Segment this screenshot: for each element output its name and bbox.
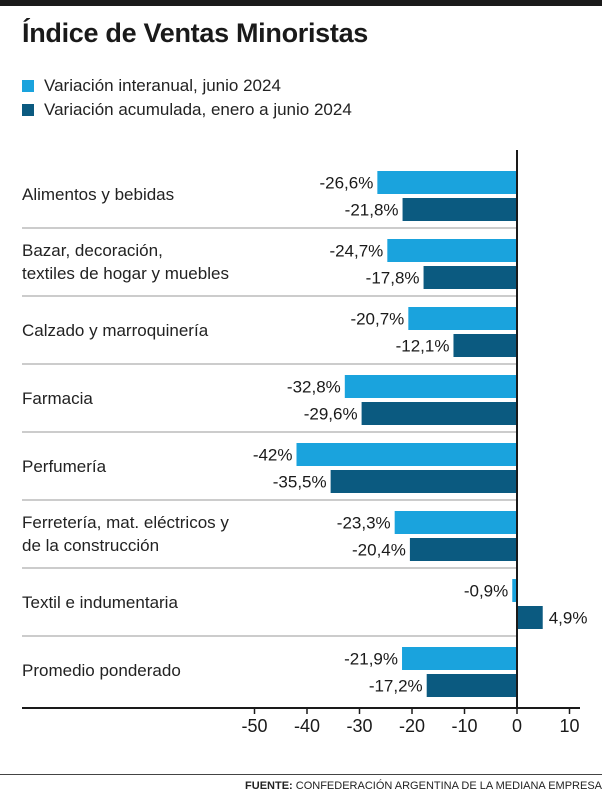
chart-svg: -26,6% -21,8% -24,7% -17,8% -20,7% -12,1% -32,…	[22, 150, 588, 736]
category-label: Perfumería	[22, 455, 282, 478]
legend-item-acumulada: Variación acumulada, enero a junio 2024	[22, 98, 352, 122]
data-label-acumulada: -20,4%	[352, 541, 406, 560]
legend-swatch-acumulada	[22, 104, 34, 116]
category-label: Bazar, decoración, textiles de hogar y mu…	[22, 239, 282, 285]
data-label-acumulada: -17,8%	[366, 269, 420, 288]
x-tick-label: 10	[559, 716, 579, 736]
bar-acumulada	[361, 402, 517, 425]
bar-acumulada	[409, 538, 517, 561]
x-tick-label: -50	[241, 716, 267, 736]
legend-label-acumulada: Variación acumulada, enero a junio 2024	[44, 100, 352, 119]
data-label-interanual: -23,3%	[337, 514, 391, 533]
bar-acumulada	[402, 198, 517, 221]
category-label: Promedio ponderado	[22, 659, 282, 682]
source-prefix: FUENTE:	[245, 780, 293, 792]
legend-item-interanual: Variación interanual, junio 2024	[22, 74, 352, 98]
category-label: Textil e indumentaria	[22, 591, 282, 614]
category-label: Alimentos y bebidas	[22, 183, 282, 206]
legend-swatch-interanual	[22, 80, 34, 92]
data-label-interanual: -21,9%	[344, 650, 398, 669]
category-label-line: Promedio ponderado	[22, 660, 181, 680]
data-label-acumulada: -12,1%	[396, 337, 450, 356]
legend-label-interanual: Variación interanual, junio 2024	[44, 76, 281, 95]
x-tick-label: 0	[512, 716, 522, 736]
bar-interanual	[296, 443, 517, 466]
category-label-line: Calzado y marroquinería	[22, 320, 209, 340]
bar-chart: -26,6% -21,8% -24,7% -17,8% -20,7% -12,1% -32,…	[0, 150, 602, 770]
bar-acumulada	[517, 606, 543, 629]
x-tick-label: -40	[294, 716, 320, 736]
data-label-interanual: -0,9%	[464, 582, 508, 601]
data-label-acumulada: 4,9%	[549, 609, 588, 628]
data-label-interanual: -26,6%	[319, 174, 373, 193]
x-tick-label: -30	[346, 716, 372, 736]
data-label-acumulada: -17,2%	[369, 677, 423, 696]
x-tick-label: -20	[399, 716, 425, 736]
bar-acumulada	[330, 470, 517, 493]
category-label-line: Textil e indumentaria	[22, 592, 178, 612]
bar-interanual	[512, 579, 517, 602]
x-tick-label: -10	[451, 716, 477, 736]
category-label-line: Ferretería, mat. eléctricos y	[22, 513, 229, 532]
data-label-acumulada: -21,8%	[345, 201, 399, 220]
legend: Variación interanual, junio 2024 Variaci…	[22, 74, 352, 122]
data-label-interanual: -32,8%	[287, 378, 341, 397]
category-label-line: Farmacia	[22, 388, 93, 408]
category-label: Farmacia	[22, 387, 282, 410]
bar-interanual	[408, 307, 517, 330]
bar-acumulada	[453, 334, 517, 357]
bar-interanual	[402, 647, 517, 670]
top-rule	[0, 0, 602, 6]
category-label-line: Perfumería	[22, 456, 107, 476]
chart-title: Índice de Ventas Minoristas	[22, 18, 369, 48]
source-note: FUENTE: CONFEDERACIÓN ARGENTINA DE LA ME…	[245, 780, 602, 792]
category-label-line: de la construcción	[22, 536, 160, 555]
bar-interanual	[344, 375, 517, 398]
data-label-interanual: -24,7%	[329, 242, 383, 261]
bar-interanual	[387, 239, 517, 262]
data-label-acumulada: -29,6%	[304, 405, 358, 424]
source-divider	[0, 774, 602, 775]
bar-interanual	[377, 171, 517, 194]
data-label-acumulada: -35,5%	[273, 473, 327, 492]
category-label: Ferretería, mat. eléctricos y de la const…	[22, 511, 282, 557]
category-label-line: Alimentos y bebidas	[22, 184, 175, 204]
category-label-line: textiles de hogar y muebles	[22, 264, 229, 283]
bar-acumulada	[423, 266, 517, 289]
data-label-interanual: -42%	[253, 446, 293, 465]
source-text: CONFEDERACIÓN ARGENTINA DE LA MEDIANA EM…	[295, 780, 602, 792]
data-label-interanual: -20,7%	[350, 310, 404, 329]
bar-interanual	[394, 511, 517, 534]
category-label-line: Bazar, decoración,	[22, 241, 163, 260]
category-label: Calzado y marroquinería	[22, 319, 282, 342]
bar-acumulada	[426, 674, 517, 697]
